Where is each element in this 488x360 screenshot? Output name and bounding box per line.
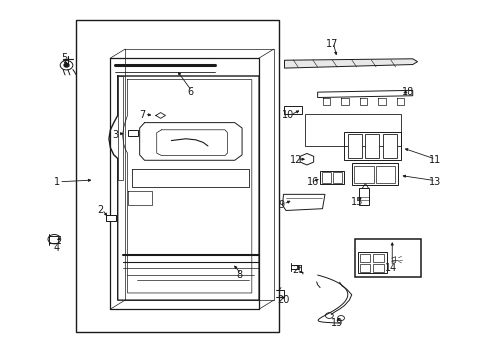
Text: 20: 20 <box>277 295 289 305</box>
Text: 10: 10 <box>282 111 294 121</box>
Text: 18: 18 <box>401 87 413 97</box>
Text: 1: 1 <box>54 177 60 187</box>
Text: 14: 14 <box>384 263 396 273</box>
Bar <box>353 166 373 183</box>
Bar <box>305 114 400 146</box>
Text: 15: 15 <box>350 197 362 207</box>
Bar <box>76 21 278 332</box>
Text: 7: 7 <box>139 111 145 121</box>
Text: 2: 2 <box>97 206 103 216</box>
Text: 3: 3 <box>112 130 118 140</box>
Text: 8: 8 <box>236 270 242 280</box>
Bar <box>372 254 383 262</box>
Text: 12: 12 <box>289 155 301 165</box>
Bar <box>359 264 369 272</box>
Bar <box>347 134 361 158</box>
Text: 19: 19 <box>330 319 343 328</box>
Circle shape <box>64 63 69 67</box>
Text: 17: 17 <box>325 39 338 49</box>
Text: 13: 13 <box>427 177 440 187</box>
Text: 4: 4 <box>54 243 60 253</box>
Bar <box>359 254 369 262</box>
Text: 16: 16 <box>306 177 318 187</box>
Bar <box>283 106 302 114</box>
Bar <box>382 134 396 158</box>
Polygon shape <box>282 194 325 211</box>
Bar <box>372 264 383 272</box>
Bar <box>322 172 330 183</box>
Text: 5: 5 <box>61 53 67 63</box>
Bar <box>365 134 378 158</box>
Bar <box>332 172 341 183</box>
Bar <box>128 130 138 136</box>
Bar <box>358 188 368 205</box>
Bar <box>105 215 116 221</box>
Text: 21: 21 <box>291 265 304 275</box>
Polygon shape <box>284 59 417 68</box>
Bar <box>354 239 420 277</box>
Bar <box>375 166 394 183</box>
Bar <box>351 163 397 185</box>
Bar <box>320 171 344 184</box>
Text: 6: 6 <box>187 87 194 97</box>
Polygon shape <box>317 90 412 98</box>
Bar <box>344 132 400 160</box>
Bar <box>357 252 386 273</box>
Text: 9: 9 <box>278 200 284 210</box>
Text: 11: 11 <box>427 155 440 165</box>
